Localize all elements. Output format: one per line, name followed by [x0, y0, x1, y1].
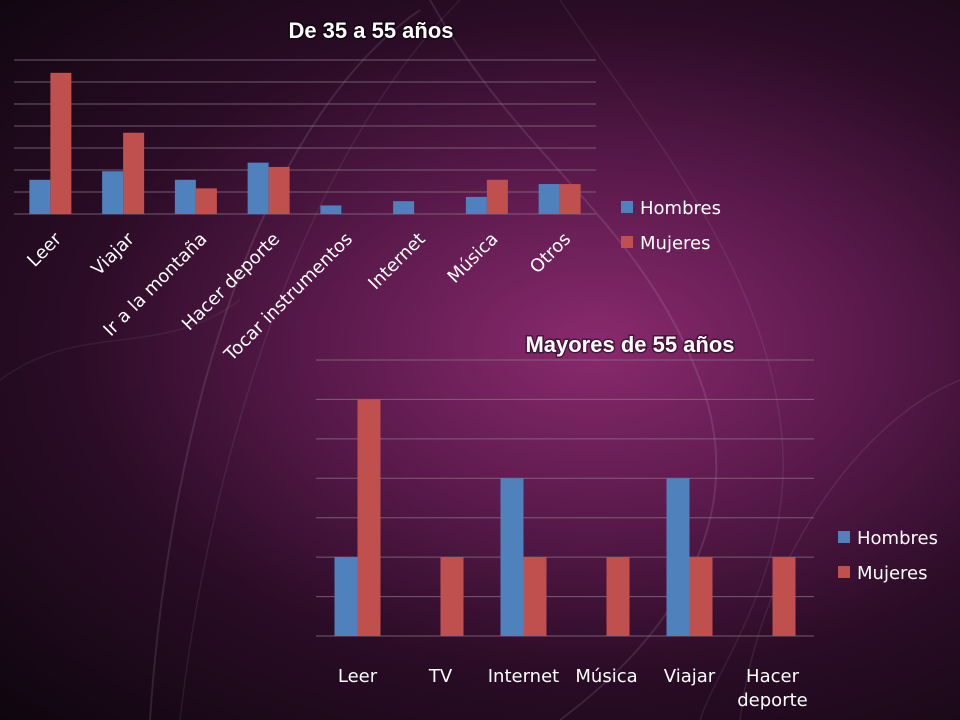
bar-mujeres — [357, 399, 381, 636]
bar-hombres — [666, 478, 690, 636]
bar-hombres — [174, 179, 196, 214]
bar-hombres — [393, 201, 415, 214]
bar-hombres — [500, 478, 524, 636]
bar-mujeres — [440, 557, 464, 636]
legend-swatch-hombres — [838, 531, 850, 543]
legend-swatch-mujeres — [621, 236, 633, 248]
bar-mujeres — [606, 557, 630, 636]
bar-mujeres — [559, 184, 581, 214]
bar-mujeres — [123, 132, 145, 214]
legend-label-mujeres: Mujeres — [857, 563, 927, 584]
bar-mujeres — [486, 179, 508, 214]
bar-hombres — [29, 179, 51, 214]
bar-hombres — [247, 162, 269, 214]
bar-mujeres — [523, 557, 547, 636]
x-tick-label: TV — [428, 666, 453, 687]
bar-mujeres — [689, 557, 713, 636]
legend-label-hombres: Hombres — [857, 528, 938, 549]
bar-mujeres — [50, 72, 72, 214]
chart-title: De 35 a 55 años — [288, 18, 453, 43]
x-tick-label: Música — [575, 666, 637, 687]
bar-mujeres — [268, 166, 290, 214]
bar-mujeres — [772, 557, 796, 636]
legend-label-mujeres: Mujeres — [640, 233, 710, 254]
bar-hombres — [334, 557, 358, 636]
bar-hombres — [102, 171, 124, 214]
legend-swatch-mujeres — [838, 566, 850, 578]
chart-title: Mayores de 55 años — [525, 332, 734, 357]
x-tick-label: Internet — [488, 666, 559, 687]
bar-mujeres — [195, 188, 217, 214]
x-tick-label: Hacer deporte — [737, 666, 807, 711]
bar-hombres — [320, 205, 342, 214]
legend-label-hombres: Hombres — [640, 198, 721, 219]
legend-swatch-hombres — [621, 201, 633, 213]
x-tick-label: Viajar — [664, 666, 716, 687]
x-tick-label: Leer — [338, 666, 378, 687]
bar-hombres — [465, 196, 487, 214]
bar-hombres — [538, 184, 560, 214]
